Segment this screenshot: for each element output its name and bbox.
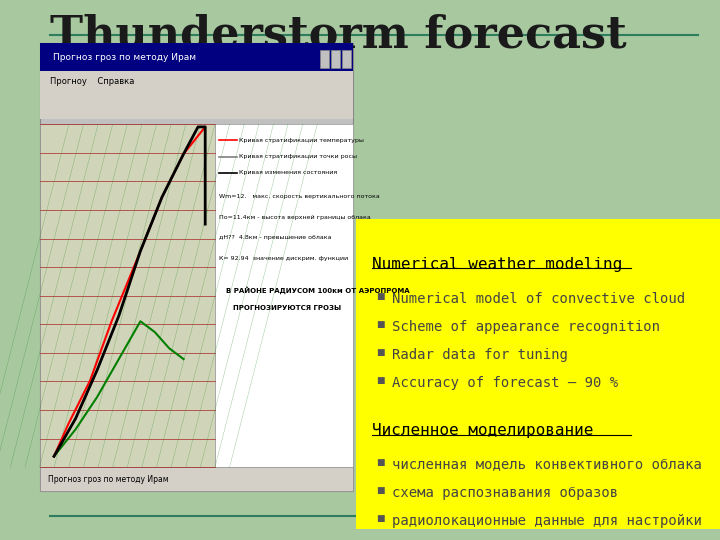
Text: Scheme of appearance recognition: Scheme of appearance recognition [392,320,660,334]
Text: Numerical weather modeling: Numerical weather modeling [372,256,623,272]
Text: схема распознавания образов: схема распознавания образов [392,486,618,500]
Bar [40,124,215,467]
Text: По=11.4км - высота верхней границы облака: По=11.4км - высота верхней границы облак… [219,215,370,220]
Text: Wm=12.   макс. скорость вертикального потока: Wm=12. макс. скорость вертикального пото… [219,194,379,199]
Bar [356,219,720,529]
Text: Численное моделирование: Численное моделирование [372,423,593,438]
Text: Прогноз гроз по методу Ирам: Прогноз гроз по методу Ирам [48,475,169,484]
Bar [40,71,353,92]
Text: ■: ■ [376,320,384,329]
Bar [320,50,329,68]
Text: Прогноз гроз по методу Ирам: Прогноз гроз по методу Ирам [53,53,196,62]
Text: ■: ■ [376,514,384,523]
Text: численная модель конвективного облака: численная модель конвективного облака [392,458,701,472]
Bar [215,124,353,467]
Text: Thunderstorm forecast: Thunderstorm forecast [50,14,627,57]
Bar [342,50,351,68]
Text: ■: ■ [376,376,384,385]
Text: Radar data for tuning: Radar data for tuning [392,348,567,362]
Text: радиолокационные данные для настройки: радиолокационные данные для настройки [392,514,701,528]
Bar [40,467,353,491]
Text: Кривая стратификации температуры: Кривая стратификации температуры [239,138,364,143]
Bar [40,43,353,491]
Text: Прогноз гроз: Прогноз гроз [50,75,177,92]
Text: Кривая стратификации точки росы: Кривая стратификации точки росы [239,154,356,159]
Text: К= 92.94  значение дискрим. функции: К= 92.94 значение дискрим. функции [219,256,348,261]
Text: ■: ■ [376,486,384,495]
Bar [331,50,340,68]
Text: ■: ■ [376,348,384,357]
Text: ■: ■ [376,292,384,301]
Text: Numerical model of convective cloud: Numerical model of convective cloud [392,292,685,306]
Text: В РАЙОНЕ РАДИУСОМ 100км ОТ АЭРОПРОМА: В РАЙОНЕ РАДИУСОМ 100км ОТ АЭРОПРОМА [226,286,410,294]
Text: Кривая изменения состояния: Кривая изменения состояния [239,170,337,176]
Text: ПРОГНОЗИРУЮТСЯ ГРОЗЫ: ПРОГНОЗИРУЮТСЯ ГРОЗЫ [233,305,341,311]
Text: Прогноy    Справка: Прогноy Справка [50,77,135,86]
Text: Accuracy of forecast – 90 %: Accuracy of forecast – 90 % [392,376,618,390]
Text: дH??  4.8км - превышение облака: дH?? 4.8км - превышение облака [219,235,331,240]
Bar [40,92,353,119]
Bar [40,43,353,71]
Text: ■: ■ [376,458,384,467]
